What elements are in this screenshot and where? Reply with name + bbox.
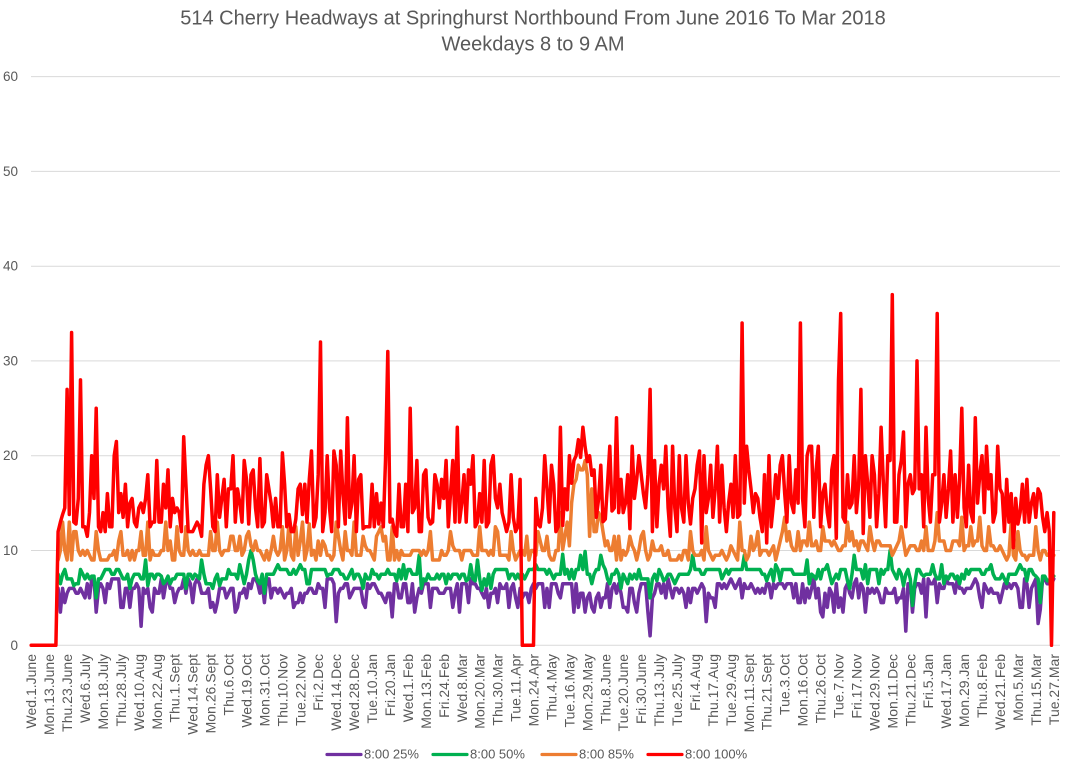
svg-text:Thu.21.Dec: Thu.21.Dec [902,654,918,726]
svg-text:Mon.26.Sept: Mon.26.Sept [203,654,219,733]
svg-text:Tue.22.Nov: Tue.22.Nov [292,654,308,726]
svg-text:Tue.3.Oct: Tue.3.Oct [777,654,793,715]
svg-text:Mon.20.Mar: Mon.20.Mar [472,654,488,729]
svg-text:30: 30 [3,353,18,368]
svg-text:Fri.20.Jan: Fri.20.Jan [382,654,398,716]
svg-text:Mon.16.Oct: Mon.16.Oct [795,654,811,726]
svg-text:Fri.2.Dec: Fri.2.Dec [310,654,326,711]
svg-text:Mon.11.Sept: Mon.11.Sept [741,654,757,732]
svg-text:Thu.26.Oct: Thu.26.Oct [813,654,829,723]
svg-text:Wed.14.Dec: Wed.14.Dec [328,654,344,731]
svg-text:8:00 100%: 8:00 100% [685,747,748,762]
svg-text:Mon.24.Apr: Mon.24.Apr [526,654,542,727]
svg-text:Wed.8.Mar: Wed.8.Mar [454,654,470,723]
svg-text:Tue.16.May: Tue.16.May [561,654,577,727]
svg-text:Mon.22.Aug: Mon.22.Aug [149,654,165,730]
svg-text:Tue.10.Jan: Tue.10.Jan [364,654,380,724]
svg-text:Thu.15.Mar: Thu.15.Mar [1028,654,1044,726]
svg-text:Mon.18.July: Mon.18.July [95,654,111,729]
svg-text:Mon.31.Oct: Mon.31.Oct [256,654,272,726]
svg-text:Weekdays 8 to 9 AM: Weekdays 8 to 9 AM [441,34,624,56]
svg-text:Wed.10.Aug: Wed.10.Aug [131,654,147,731]
svg-text:Thu.4.May: Thu.4.May [544,654,560,720]
svg-text:Tue.11.Apr: Tue.11.Apr [508,654,524,722]
svg-text:Thu.17.Aug: Thu.17.Aug [705,654,721,726]
svg-text:514 Cherry Headways at Springh: 514 Cherry Headways at Springhurst North… [180,8,886,30]
svg-text:20: 20 [3,448,18,463]
svg-text:Tue.27.Mar: Tue.27.Mar [1046,654,1062,725]
svg-text:0: 0 [10,638,18,653]
svg-text:Tue.29.Aug: Tue.29.Aug [723,654,739,726]
svg-text:50: 50 [3,164,18,179]
svg-text:Wed.1.June: Wed.1.June [23,654,39,729]
svg-text:Mon.11.Dec: Mon.11.Dec [884,654,900,728]
svg-text:Thu.10.Nov: Thu.10.Nov [274,654,290,726]
svg-text:10: 10 [3,543,18,558]
svg-text:Thu.6.Oct: Thu.6.Oct [221,654,237,716]
svg-text:Fri.17.Nov: Fri.17.Nov [848,654,864,719]
svg-text:8:00 25%: 8:00 25% [364,747,419,762]
svg-text:Thu.23.June: Thu.23.June [59,654,75,732]
svg-text:Mon.29.Jan: Mon.29.Jan [956,654,972,727]
svg-text:8:00 85%: 8:00 85% [579,747,634,762]
svg-text:Tue.25.July: Tue.25.July [669,654,685,726]
svg-text:Thu.28.July: Thu.28.July [113,654,129,726]
svg-text:Wed.1.Feb: Wed.1.Feb [400,654,416,722]
svg-text:Tue.7.Nov: Tue.7.Nov [831,654,847,718]
svg-text:Wed.28.Dec: Wed.28.Dec [346,654,362,731]
svg-text:Fri.30.June: Fri.30.June [633,654,649,724]
svg-text:Wed.6.July: Wed.6.July [77,654,93,723]
svg-text:Wed.19.Oct: Wed.19.Oct [239,654,255,728]
svg-text:Wed.29.Nov: Wed.29.Nov [866,654,882,731]
svg-text:Thu.1.Sept: Thu.1.Sept [167,654,183,723]
svg-text:Fri.24.Feb: Fri.24.Feb [436,654,452,718]
svg-text:Tue.20.June: Tue.20.June [615,654,631,732]
svg-text:Mon.13.June: Mon.13.June [41,654,57,735]
svg-text:Thu.13.July: Thu.13.July [651,654,667,726]
svg-text:Thu.30.Mar: Thu.30.Mar [490,654,506,726]
svg-text:Mon.5.Mar: Mon.5.Mar [1010,654,1026,721]
svg-text:Fri.4.Aug: Fri.4.Aug [687,654,703,711]
svg-text:Thu.8.June: Thu.8.June [597,654,613,724]
svg-text:Fri.5.Jan: Fri.5.Jan [920,654,936,708]
svg-text:Thu.21.Sept: Thu.21.Sept [759,654,775,730]
svg-text:Mon.13.Feb: Mon.13.Feb [418,654,434,729]
svg-text:Wed.17.Jan: Wed.17.Jan [938,654,954,728]
svg-text:40: 40 [3,259,18,274]
svg-text:Mon.29.May: Mon.29.May [579,654,595,731]
svg-text:Wed.14.Sept: Wed.14.Sept [185,654,201,735]
svg-text:60: 60 [3,69,18,84]
svg-text:8:00 50%: 8:00 50% [470,747,525,762]
svg-text:Wed.21.Feb: Wed.21.Feb [992,654,1008,730]
svg-text:Thu.8.Feb: Thu.8.Feb [974,654,990,718]
